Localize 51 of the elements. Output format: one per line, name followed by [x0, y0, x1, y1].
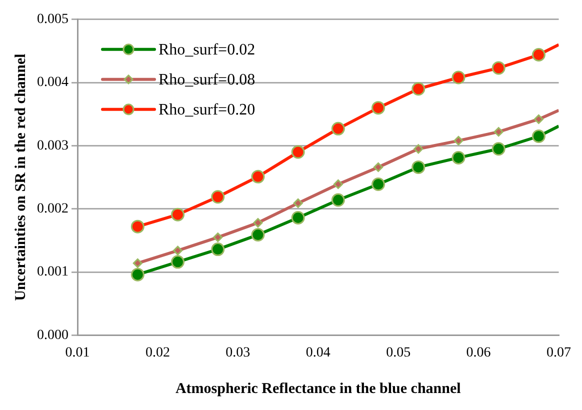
point	[171, 208, 185, 222]
point	[412, 82, 426, 96]
x-tick-label: 0.03	[226, 345, 250, 360]
point	[452, 150, 466, 164]
point	[331, 122, 345, 136]
point	[253, 218, 263, 228]
point	[534, 114, 544, 124]
legend-label: Rho_surf=0.02	[158, 42, 256, 59]
y-tick-label: 0.000	[37, 328, 68, 343]
point	[211, 242, 225, 256]
point	[454, 136, 464, 146]
point	[173, 246, 183, 256]
point	[412, 160, 426, 174]
point	[372, 178, 386, 191]
y-axis-title: Uncertainties on SR in the red channel	[12, 54, 29, 301]
point	[494, 127, 504, 137]
point	[251, 170, 265, 184]
point	[171, 255, 185, 269]
point	[130, 220, 144, 234]
point	[291, 145, 305, 159]
point	[333, 180, 343, 189]
point	[211, 190, 225, 204]
point	[331, 193, 345, 207]
point	[374, 162, 384, 172]
point	[532, 48, 546, 62]
point	[452, 70, 466, 84]
x-axis-title: Atmospheric Reflectance in the blue channel	[175, 380, 461, 397]
point	[132, 258, 142, 268]
point	[414, 144, 424, 154]
x-tick-label: 0.02	[145, 345, 170, 360]
point	[213, 232, 223, 242]
point	[291, 210, 305, 224]
x-tick-label: 0.04	[306, 345, 330, 360]
point	[492, 61, 506, 75]
y-tick-label: 0.004	[37, 75, 68, 90]
y-tick-label: 0.005	[37, 12, 68, 28]
legend-label: Rho_surf=0.20	[158, 102, 256, 119]
point	[532, 129, 546, 143]
x-tick-label: 0.01	[65, 345, 90, 360]
point	[293, 198, 303, 208]
legend-label: Rho_surf=0.08	[158, 72, 256, 89]
x-tick-label: 0.06	[466, 345, 491, 360]
y-tick-label: 0.001	[37, 264, 68, 280]
point	[251, 228, 265, 242]
point	[372, 101, 386, 115]
point	[492, 142, 506, 156]
point	[130, 268, 144, 282]
y-tick-label: 0.002	[37, 202, 68, 217]
x-tick-label: 0.07	[546, 345, 571, 360]
y-tick-label: 0.003	[37, 138, 68, 154]
x-tick-label: 0.05	[386, 345, 411, 360]
